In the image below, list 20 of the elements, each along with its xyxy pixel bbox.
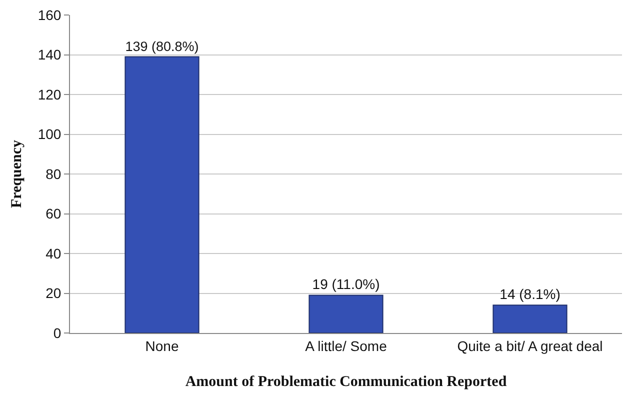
y-tick-label: 40 (46, 245, 62, 262)
data-label: 14 (8.1%) (500, 286, 560, 302)
y-tick-label: 80 (46, 166, 62, 182)
x-tick-label: Quite a bit/ A great deal (457, 338, 603, 354)
y-axis-title: Frequency (9, 139, 26, 208)
y-tick-label: 20 (46, 285, 62, 302)
y-tick-label: 160 (38, 6, 62, 23)
x-axis-title: Amount of Problematic Communication Reported (185, 374, 508, 390)
x-tick-label: A little/ Some (305, 338, 388, 354)
x-tick-label: None (145, 338, 179, 354)
data-label: 139 (80.8%) (125, 38, 199, 54)
data-label: 19 (11.0%) (312, 276, 380, 292)
y-tick-label: 60 (46, 206, 62, 222)
y-tick-label: 120 (38, 86, 62, 102)
y-tick-label: 140 (38, 46, 62, 63)
bar (124, 56, 200, 333)
y-tick-label: 0 (53, 324, 62, 341)
y-tick-label: 100 (38, 126, 62, 142)
bar (308, 294, 384, 333)
bar (492, 304, 568, 333)
